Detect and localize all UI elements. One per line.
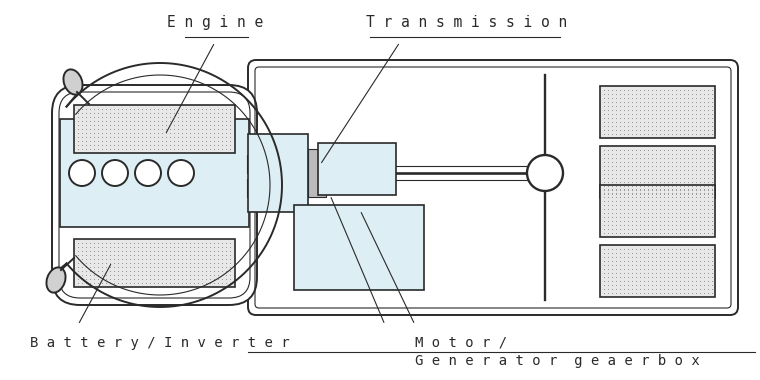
Ellipse shape — [46, 268, 65, 293]
Bar — [247, 155, 261, 173]
Bar — [600, 146, 715, 198]
Bar — [247, 179, 261, 197]
Text: M o t o r /: M o t o r / — [415, 336, 507, 350]
Bar — [308, 149, 326, 197]
Text: G e n e r a t o r  g e a e r b o x: G e n e r a t o r g e a e r b o x — [415, 354, 700, 368]
Circle shape — [527, 155, 563, 191]
Bar — [74, 239, 235, 287]
Bar — [600, 86, 715, 138]
Ellipse shape — [63, 70, 83, 95]
FancyBboxPatch shape — [52, 85, 257, 305]
Bar — [74, 105, 235, 153]
Text: T r a n s m i s s i o n: T r a n s m i s s i o n — [366, 15, 568, 30]
Text: B a t t e r y / I n v e r t e r: B a t t e r y / I n v e r t e r — [30, 336, 290, 350]
Bar — [294, 205, 424, 290]
Bar — [318, 143, 396, 195]
Circle shape — [168, 160, 194, 186]
Bar — [600, 185, 715, 237]
Circle shape — [102, 160, 128, 186]
FancyBboxPatch shape — [248, 60, 738, 315]
Bar — [600, 245, 715, 297]
Bar — [248, 134, 308, 212]
Circle shape — [69, 160, 95, 186]
Text: E n g i n e: E n g i n e — [167, 15, 263, 30]
Bar — [60, 119, 249, 227]
Circle shape — [135, 160, 161, 186]
